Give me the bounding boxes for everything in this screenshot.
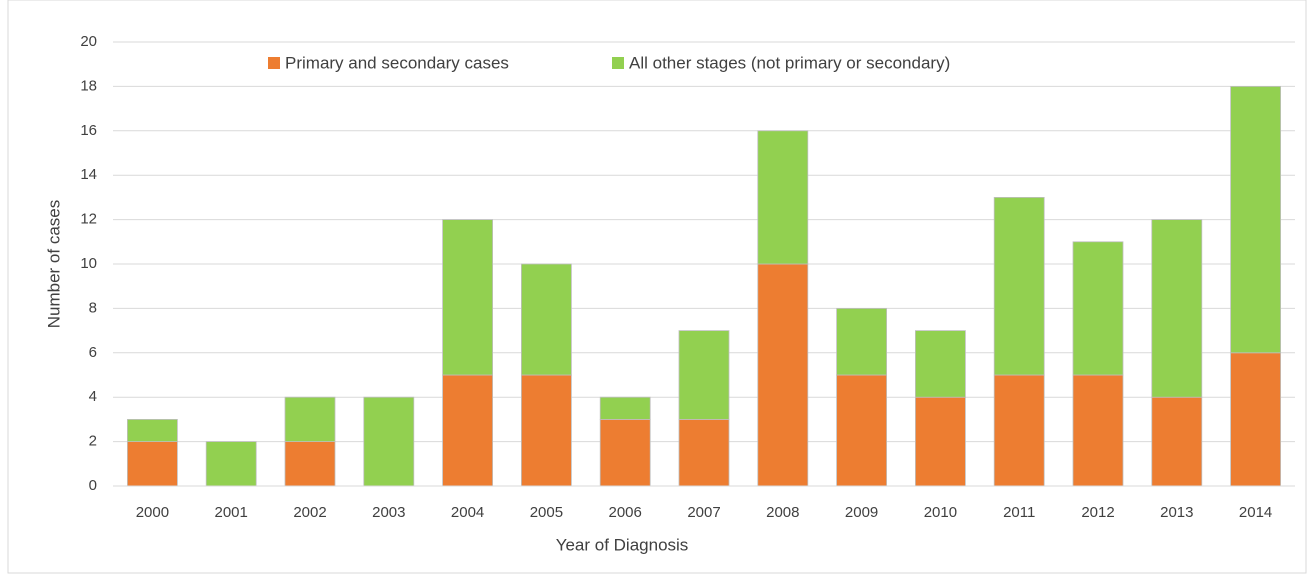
bar-segment	[678, 418, 730, 487]
chart-border	[7, 0, 1307, 574]
x-tick-label: 2009	[845, 504, 878, 521]
bar-segment	[1230, 352, 1281, 487]
bar-segment	[757, 130, 809, 265]
y-tick-label: 20	[80, 33, 97, 50]
y-tick-label: 16	[80, 122, 97, 139]
bar-segment	[284, 441, 336, 487]
x-tick-label: 2008	[766, 504, 799, 521]
bar-segment	[1151, 396, 1203, 487]
bar-segment	[1072, 374, 1124, 487]
legend-swatch	[268, 57, 280, 69]
y-tick-label: 10	[80, 255, 97, 272]
y-axis-title: Number of cases	[44, 200, 63, 329]
bar-segment	[993, 196, 1045, 376]
bar-segment	[915, 330, 966, 398]
y-tick-label: 8	[89, 299, 97, 316]
bar-segment	[915, 396, 966, 487]
bar-segment	[757, 263, 809, 487]
bar-segment	[442, 219, 494, 376]
x-tick-label: 2001	[215, 504, 248, 521]
bar-segment	[1151, 219, 1203, 398]
bar-segment	[678, 330, 730, 420]
legend-label: All other stages (not primary or seconda…	[629, 53, 950, 72]
bar-segment	[284, 396, 336, 443]
y-tick-label: 12	[80, 211, 97, 228]
x-tick-label: 2002	[293, 504, 326, 521]
y-tick-label: 6	[89, 344, 97, 361]
bar-segment	[205, 441, 257, 487]
x-tick-label: 2003	[372, 504, 405, 521]
bar-segment	[599, 418, 651, 487]
bar-segment	[993, 374, 1045, 487]
x-tick-label: 2004	[451, 504, 484, 521]
x-tick-label: 2013	[1160, 504, 1193, 521]
y-tick-label: 2	[89, 433, 97, 450]
x-axis-title: Year of Diagnosis	[556, 535, 689, 554]
bar-segment	[442, 374, 494, 487]
x-tick-label: 2006	[609, 504, 642, 521]
x-tick-label: 2011	[1003, 504, 1035, 521]
x-tick-label: 2010	[924, 504, 957, 521]
bar-segment	[1230, 86, 1281, 354]
x-tick-label: 2012	[1081, 504, 1114, 521]
bar-segment	[521, 263, 572, 376]
bar-segment	[599, 396, 651, 420]
legend-swatch	[612, 57, 624, 69]
bar-segment	[521, 374, 572, 487]
y-tick-label: 0	[89, 477, 97, 494]
x-tick-label: 2005	[530, 504, 563, 521]
x-tick-label: 2000	[136, 504, 169, 521]
bar-segment	[836, 374, 887, 487]
y-tick-label: 14	[80, 166, 97, 183]
x-tick-label: 2007	[687, 504, 720, 521]
x-tick-label: 2014	[1239, 504, 1272, 521]
bar-segment	[363, 396, 415, 487]
y-tick-label: 18	[80, 77, 97, 94]
bar-segment	[127, 418, 178, 442]
bar-segment	[836, 307, 887, 376]
bar-segment	[1072, 241, 1124, 376]
legend-label: Primary and secondary cases	[285, 53, 509, 72]
y-tick-label: 4	[89, 388, 97, 405]
bar-segment	[127, 441, 178, 487]
